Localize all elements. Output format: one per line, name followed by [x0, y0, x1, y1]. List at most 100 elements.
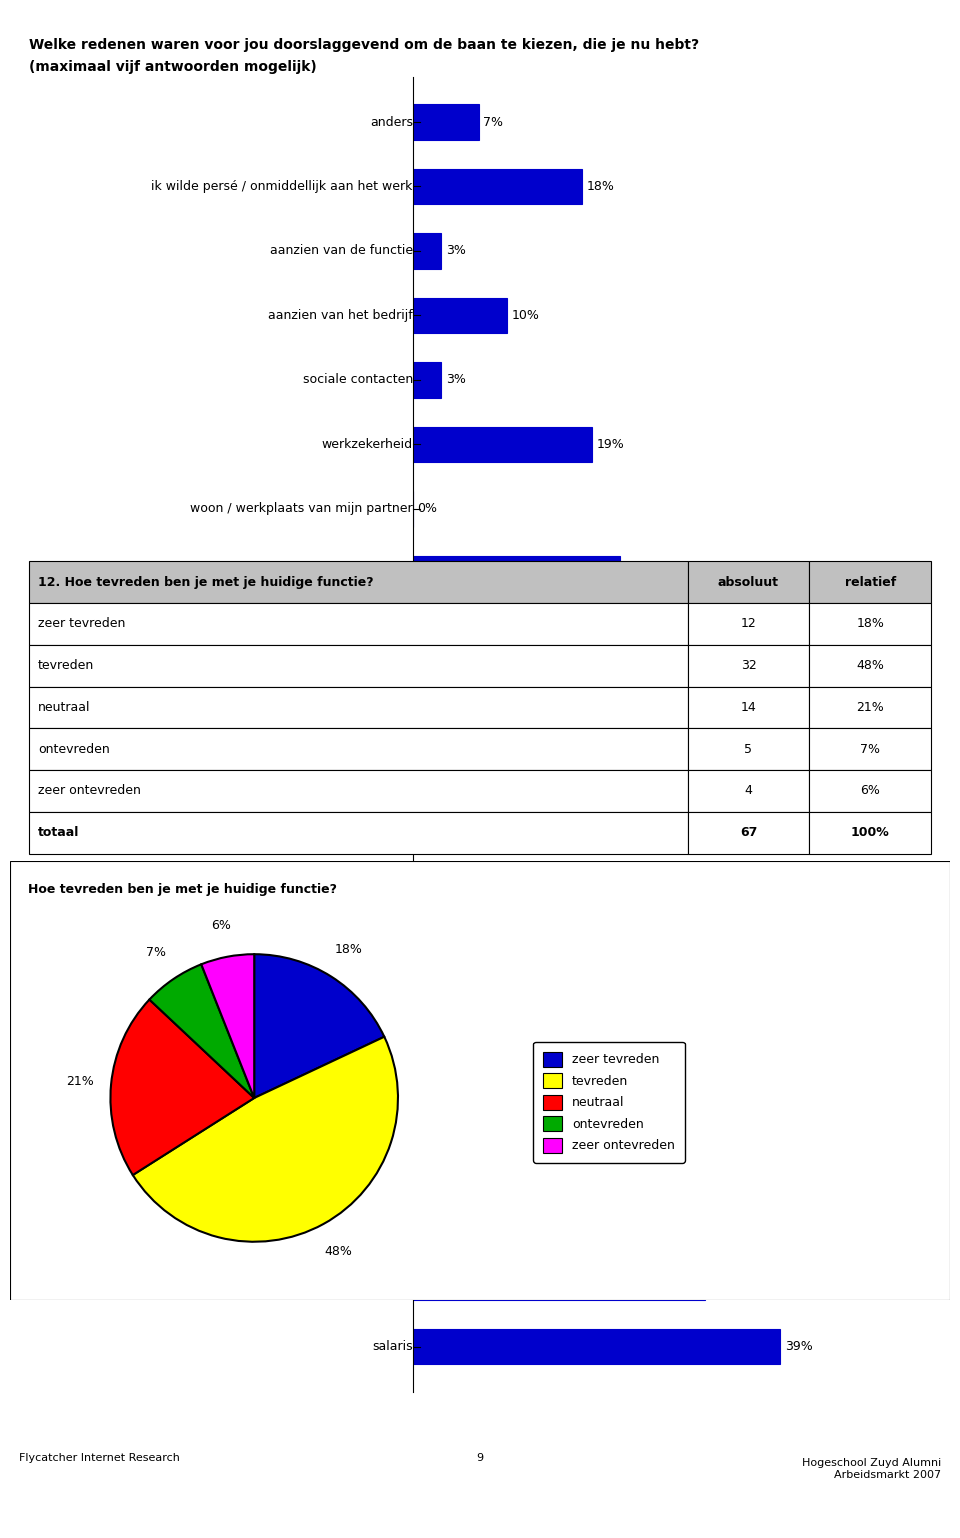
Text: mogelijkheid tot bij- en/of nascholing: mogelijkheid tot bij- en/of nascholing [180, 760, 413, 774]
Bar [413, 361, 441, 398]
Text: (maximaal vijf antwoorden mogelijk): (maximaal vijf antwoorden mogelijk) [29, 60, 317, 74]
FancyBboxPatch shape [29, 644, 687, 686]
Text: secundaire arbeidsvoorwaarden: secundaire arbeidsvoorwaarden [211, 954, 413, 966]
Text: sociale contacten: sociale contacten [302, 374, 413, 386]
FancyBboxPatch shape [687, 644, 809, 686]
Text: absoluut: absoluut [718, 575, 779, 589]
Text: 14: 14 [740, 701, 756, 714]
Text: 0%: 0% [418, 503, 438, 515]
Text: Hogeschool Zuyd Alumni
Arbeidsmarkt 2007: Hogeschool Zuyd Alumni Arbeidsmarkt 2007 [802, 1458, 941, 1480]
Bar [413, 1264, 705, 1300]
Text: aanzien van de functie: aanzien van de functie [270, 245, 413, 257]
Text: aansluiting bij opleidingsniveau: aansluiting bij opleidingsniveau [215, 1277, 413, 1289]
Text: Hoe tevreden ben je met je huidige functie?: Hoe tevreden ben je met je huidige funct… [29, 883, 337, 897]
Text: ontevreden: ontevreden [37, 743, 109, 755]
Text: 3%: 3% [445, 1018, 466, 1030]
FancyBboxPatch shape [687, 603, 809, 644]
Text: 27%: 27% [672, 1212, 700, 1224]
Bar [413, 749, 564, 784]
Text: 6%: 6% [860, 784, 880, 798]
FancyBboxPatch shape [809, 771, 931, 812]
Text: 52%: 52% [907, 889, 935, 903]
FancyBboxPatch shape [809, 686, 931, 729]
Text: 3%: 3% [445, 245, 466, 257]
Text: kans op zelfontplooiing: kans op zelfontplooiing [268, 1147, 413, 1160]
FancyBboxPatch shape [809, 603, 931, 644]
Text: 49%: 49% [879, 1147, 907, 1160]
Text: 37%: 37% [766, 1083, 794, 1095]
Legend: zeer tevreden, tevreden, neutraal, ontevreden, zeer ontevreden: zeer tevreden, tevreden, neutraal, ontev… [534, 1041, 684, 1163]
Text: anders: anders [370, 115, 413, 129]
Text: 19%: 19% [596, 438, 624, 451]
Text: 67: 67 [740, 826, 757, 840]
Text: 10%: 10% [512, 309, 540, 321]
FancyBboxPatch shape [29, 603, 687, 644]
Text: 12. Hoe tevreden ben je met je huidige functie?: 12. Hoe tevreden ben je met je huidige f… [37, 575, 373, 589]
FancyBboxPatch shape [29, 729, 687, 771]
FancyBboxPatch shape [10, 861, 950, 1300]
Bar [413, 878, 903, 914]
Text: 13%: 13% [540, 695, 567, 709]
FancyBboxPatch shape [29, 686, 687, 729]
FancyBboxPatch shape [809, 644, 931, 686]
Text: 3%: 3% [445, 374, 466, 386]
Text: 9: 9 [476, 1453, 484, 1463]
Text: totaal: totaal [37, 826, 79, 840]
Text: aansluiting bij opleidingsrichting: aansluiting bij opleidingsrichting [209, 1212, 413, 1224]
Text: 22%: 22% [625, 566, 653, 580]
Bar [413, 1070, 761, 1107]
Text: 4: 4 [745, 784, 753, 798]
Text: zeer tevreden: zeer tevreden [37, 617, 125, 631]
Bar [413, 1007, 441, 1043]
Text: 39%: 39% [785, 1340, 813, 1353]
Text: internationale carrièremogelijkheden: internationale carrièremogelijkheden [180, 1018, 413, 1030]
Text: 7%: 7% [484, 115, 503, 129]
Text: 31%: 31% [709, 1277, 737, 1289]
Text: ik wilde persé / onmiddellijk aan het werk: ik wilde persé / onmiddellijk aan het we… [152, 180, 413, 192]
Bar [413, 943, 554, 978]
Bar [413, 298, 507, 334]
Text: Welke redenen waren voor jou doorslaggevend om de baan te kiezen, die je nu hebt: Welke redenen waren voor jou doorslaggev… [29, 38, 699, 52]
Text: 18%: 18% [588, 180, 615, 192]
Text: Flycatcher Internet Research: Flycatcher Internet Research [19, 1453, 180, 1463]
Bar [413, 555, 620, 591]
Bar [413, 684, 536, 720]
Bar [413, 426, 592, 461]
Text: relatief: relatief [845, 575, 896, 589]
Text: 7%: 7% [860, 743, 880, 755]
FancyBboxPatch shape [687, 729, 809, 771]
Text: woon / werkplaats van mijn partner: woon / werkplaats van mijn partner [190, 503, 413, 515]
FancyBboxPatch shape [809, 812, 931, 854]
Bar [413, 169, 583, 205]
FancyBboxPatch shape [809, 729, 931, 771]
Text: 16%: 16% [568, 760, 596, 774]
FancyBboxPatch shape [687, 561, 809, 603]
Text: bereikbaarheid van vestiging: bereikbaarheid van vestiging [230, 631, 413, 644]
Text: plaats van vestiging van het bedrijf: plaats van vestiging van het bedrijf [190, 695, 413, 709]
Bar [413, 1200, 667, 1235]
Text: 15%: 15% [559, 954, 587, 966]
Text: zeer ontevreden: zeer ontevreden [37, 784, 141, 798]
FancyBboxPatch shape [687, 812, 809, 854]
Text: 3%: 3% [445, 631, 466, 644]
Text: tevreden: tevreden [37, 660, 94, 672]
FancyBboxPatch shape [29, 561, 687, 603]
Bar [413, 105, 479, 140]
Text: 32: 32 [740, 660, 756, 672]
Bar [413, 1329, 780, 1364]
Text: werkzekerheid: werkzekerheid [322, 438, 413, 451]
Text: aanzien van het bedrijf: aanzien van het bedrijf [268, 309, 413, 321]
Text: salaris: salaris [372, 1340, 413, 1353]
Text: 5: 5 [744, 743, 753, 755]
Text: neutraal: neutraal [37, 701, 90, 714]
FancyBboxPatch shape [29, 771, 687, 812]
FancyBboxPatch shape [809, 561, 931, 603]
Text: afstand van woonplaats: afstand van woonplaats [263, 566, 413, 580]
Text: 18%: 18% [856, 617, 884, 631]
Text: 21%: 21% [615, 824, 643, 838]
Bar [413, 234, 441, 269]
Text: 48%: 48% [856, 660, 884, 672]
Text: verantwoordelijkheid: verantwoordelijkheid [281, 824, 413, 838]
Bar [413, 620, 441, 655]
FancyBboxPatch shape [29, 812, 687, 854]
